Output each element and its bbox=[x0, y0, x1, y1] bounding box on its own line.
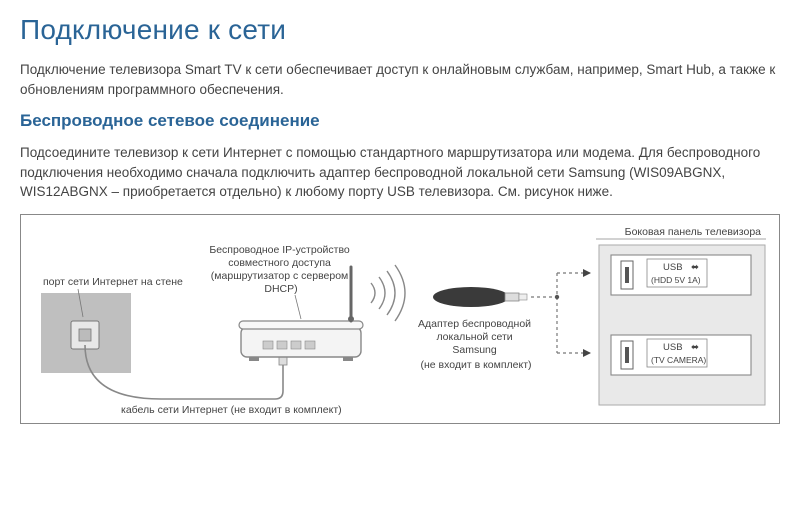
adapter-label: Адаптер беспроводной локальной сети Sams… bbox=[418, 318, 534, 371]
svg-text:(HDD 5V 1A): (HDD 5V 1A) bbox=[651, 275, 701, 285]
body-paragraph: Подсоедините телевизор к сети Интернет с… bbox=[20, 143, 780, 202]
svg-text:USB: USB bbox=[663, 262, 683, 273]
wiring-diagram: порт сети Интернет на стене кабель сети … bbox=[20, 214, 780, 424]
router-label: Беспроводное IP-устройство совместного д… bbox=[209, 244, 352, 295]
diagram-svg: порт сети Интернет на стене кабель сети … bbox=[31, 223, 771, 417]
wireless-adapter bbox=[433, 287, 527, 307]
svg-text:⬌: ⬌ bbox=[691, 342, 699, 353]
page-title: Подключение к сети bbox=[20, 14, 780, 46]
svg-text:USB: USB bbox=[663, 342, 683, 353]
section-heading: Беспроводное сетевое соединение bbox=[20, 111, 780, 131]
wall-jack bbox=[41, 293, 131, 373]
usb-port-1: USB ⬌ (HDD 5V 1A) bbox=[611, 255, 751, 295]
wifi-waves-icon bbox=[371, 265, 405, 321]
usb-port-2: USB ⬌ (TV CAMERA) bbox=[611, 335, 751, 375]
wall-jack-label: порт сети Интернет на стене bbox=[43, 276, 183, 288]
tv-panel-title: Боковая панель телевизора bbox=[625, 226, 761, 238]
svg-text:(TV CAMERA): (TV CAMERA) bbox=[651, 355, 706, 365]
svg-text:⬌: ⬌ bbox=[691, 262, 699, 273]
intro-paragraph: Подключение телевизора Smart TV к сети о… bbox=[20, 60, 780, 99]
cable-label: кабель сети Интернет (не входит в компле… bbox=[121, 404, 342, 416]
adapter-to-usb-path bbox=[531, 273, 591, 353]
